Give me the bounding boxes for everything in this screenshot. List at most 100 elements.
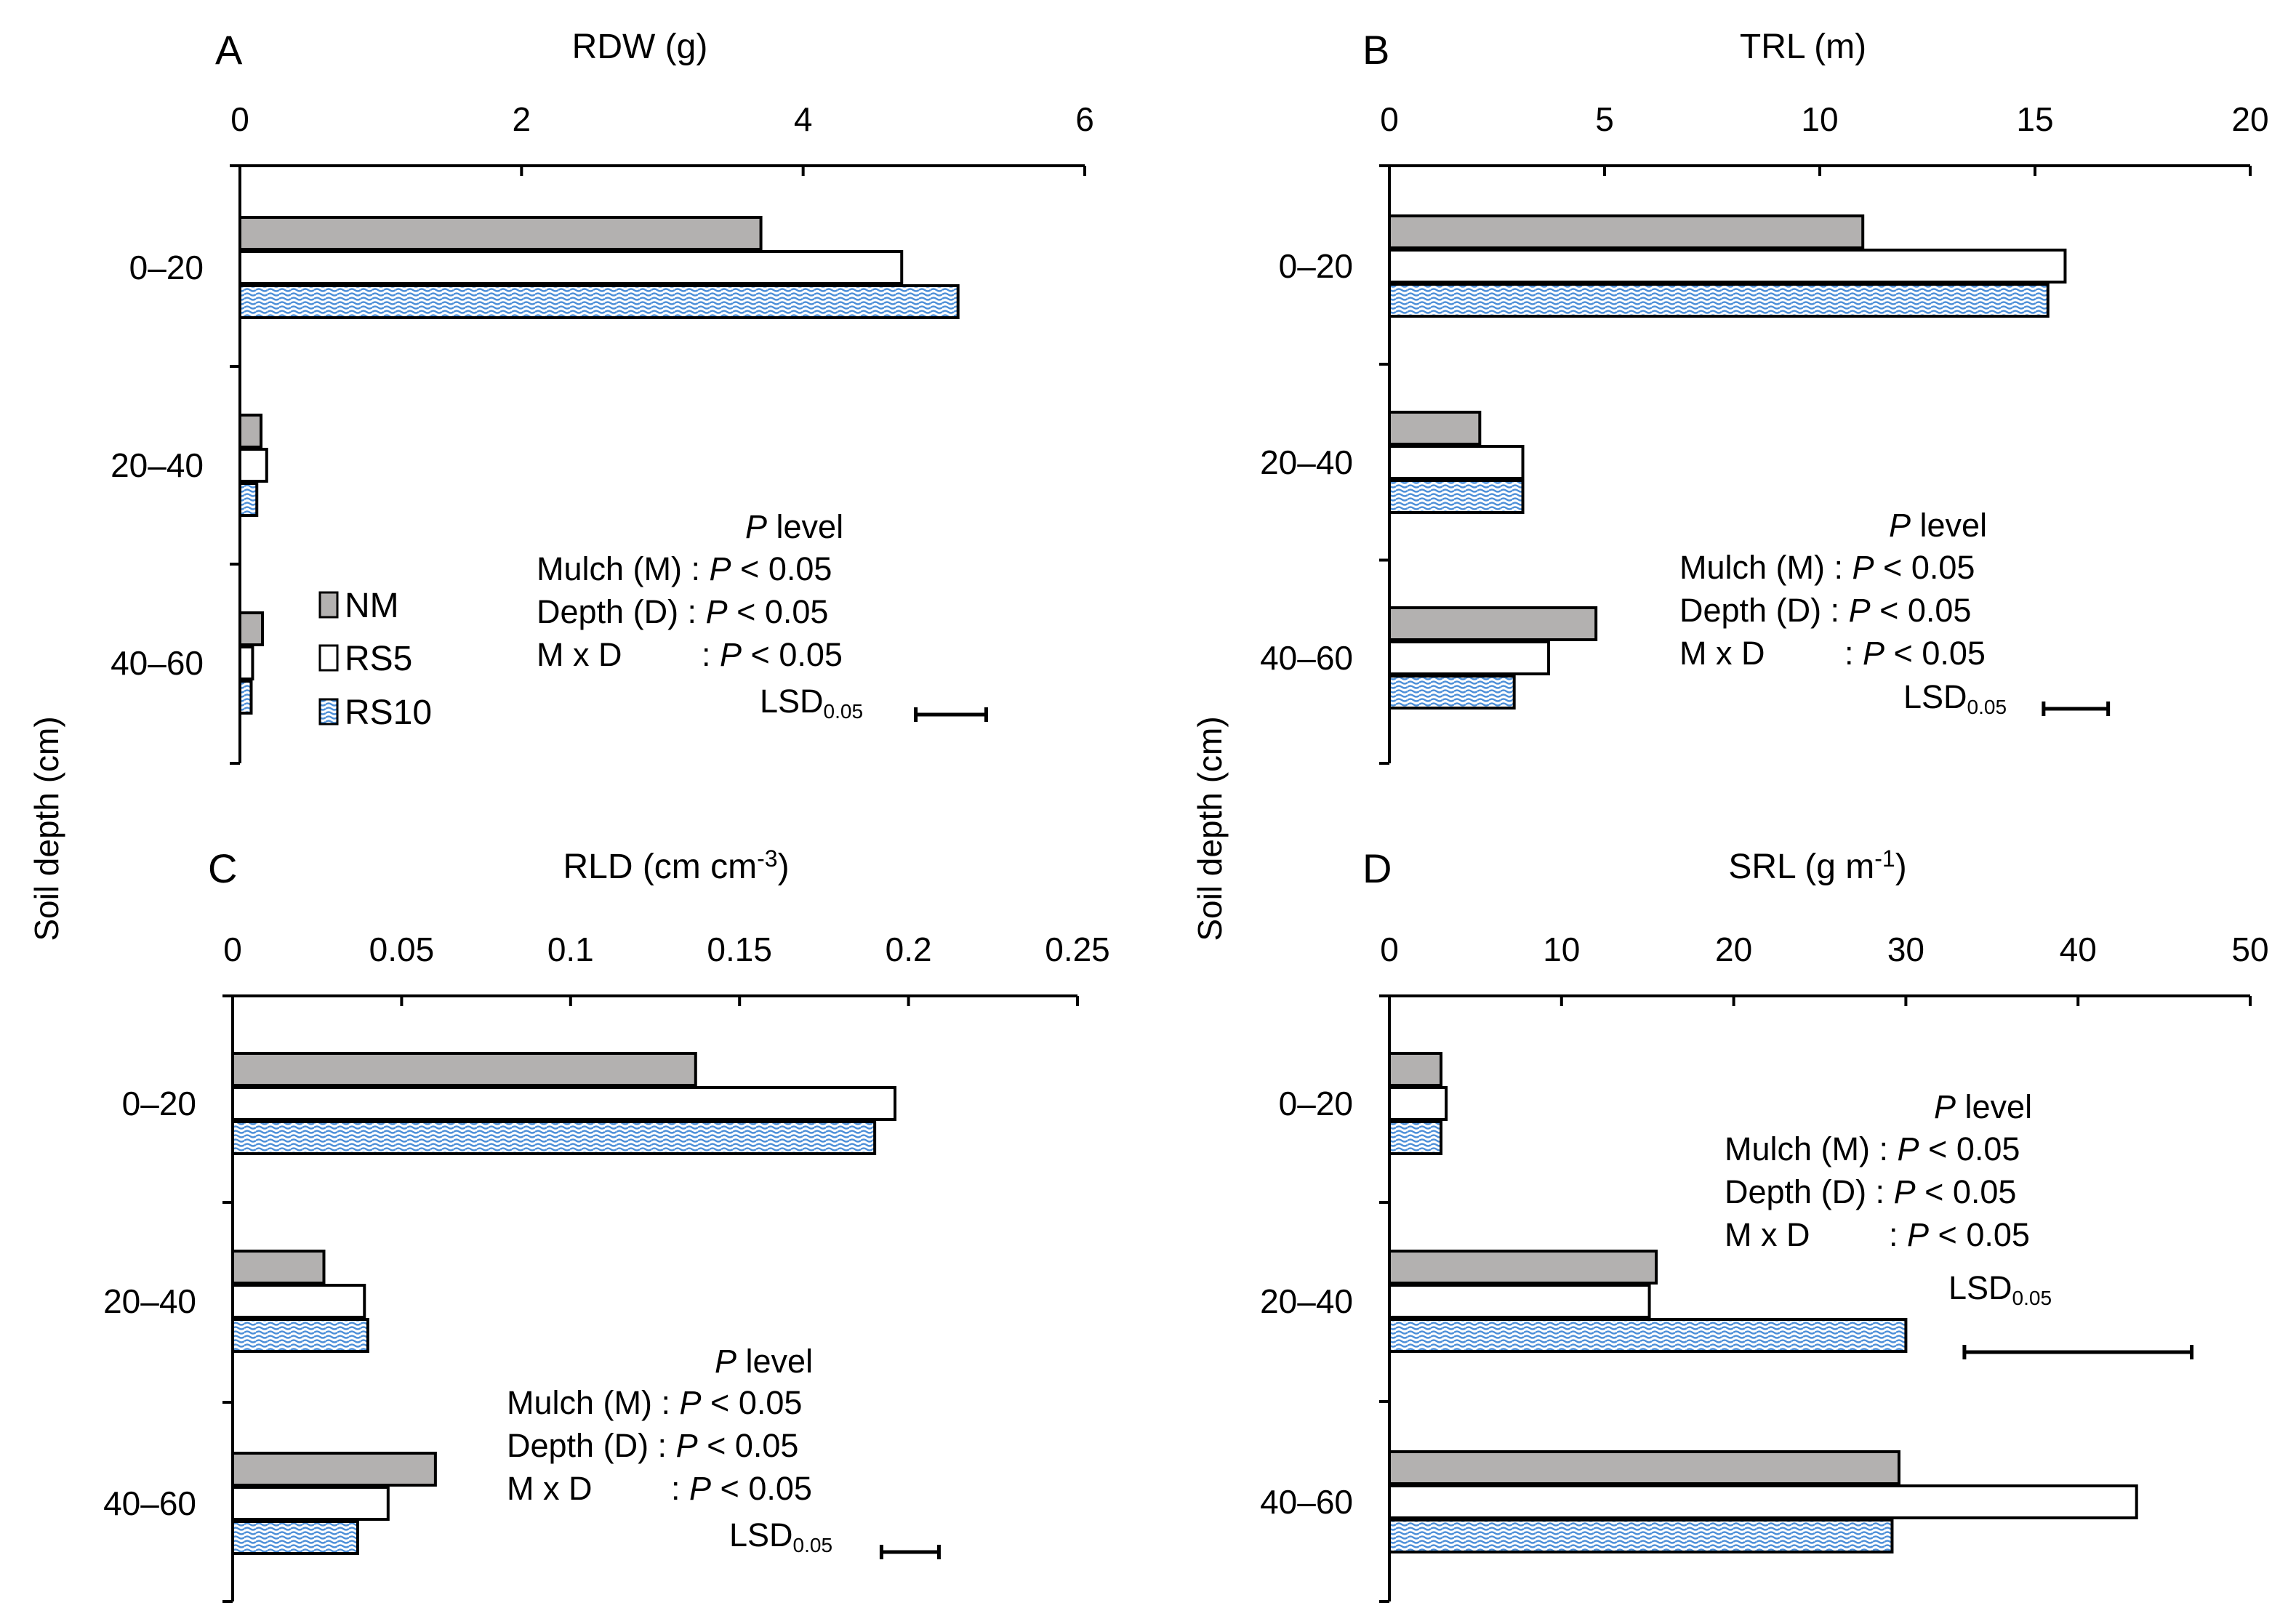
legend-label-nm: NM <box>345 587 399 625</box>
bar-d-rs10-1 <box>1388 1120 1443 1155</box>
stats-b-depth: Depth (D) : P < 0.05 <box>1679 592 1971 629</box>
y-category-label-c-2: 20–40 <box>103 1282 196 1320</box>
bar-a-rs10-1 <box>238 284 960 319</box>
bar-a-rs10-3 <box>238 680 253 715</box>
y-category-label-d-1: 0–20 <box>1279 1085 1353 1122</box>
stats-d-p-level: P level <box>1934 1088 2032 1125</box>
y-category-label-b-3: 40–60 <box>1260 639 1353 677</box>
x-tick-label-b-3: 15 <box>2016 100 2053 138</box>
bar-a-nm-1 <box>238 216 763 251</box>
legend-swatch-rs10 <box>318 698 339 725</box>
stats-block-d: P level Mulch (M) : P < 0.05 Depth (D) :… <box>1725 1088 2052 1309</box>
x-tick-label-a-3: 6 <box>1075 100 1094 138</box>
stats-c-mulch: Mulch (M) : P < 0.05 <box>507 1384 802 1421</box>
bar-c-rs10-2 <box>231 1318 369 1353</box>
bar-c-nm-2 <box>231 1250 326 1285</box>
panel-label-d: D <box>1362 845 1392 891</box>
stats-b-lsd: LSD0.05 <box>1903 678 2007 718</box>
x-tick-label-b-4: 20 <box>2231 100 2268 138</box>
y-category-label-d-2: 20–40 <box>1260 1282 1353 1320</box>
legend-label-rs5: RS5 <box>345 640 412 678</box>
y-axis-label-right: Soil depth (cm) <box>1191 716 1229 941</box>
x-tick-label-d-4: 40 <box>2060 930 2097 968</box>
panel-a: 0 2 4 6 0–20 20–40 40–60 <box>111 100 1094 765</box>
bar-b-rs5-1 <box>1388 249 2067 284</box>
panel-a-title: RDW (g) <box>572 28 708 66</box>
y-category-label-d-3: 40–60 <box>1260 1483 1353 1521</box>
stats-a-mxd: M x D: P < 0.05 <box>537 636 843 673</box>
y-category-label-a-1: 0–20 <box>129 249 204 286</box>
stats-b-mxd: M x D: P < 0.05 <box>1679 635 1986 672</box>
panel-d-title: SRL (g m-1) <box>1728 845 1906 886</box>
x-tick-label-a-0: 0 <box>230 100 249 138</box>
x-tick-label-c-5: 0.25 <box>1045 930 1110 968</box>
lsd-bar-a <box>914 707 988 722</box>
panel-c: 0 0.05 0.1 0.15 0.2 0.25 0–20 20–40 40–60 <box>103 930 1110 1603</box>
stats-a-mulch: Mulch (M) : P < 0.05 <box>537 550 832 587</box>
bar-d-nm-2 <box>1388 1250 1658 1285</box>
bar-c-rs10-3 <box>231 1520 359 1555</box>
panel-label-c: C <box>208 845 237 891</box>
y-category-label-a-3: 40–60 <box>111 644 204 682</box>
bar-a-rs5-2 <box>238 448 268 483</box>
bar-b-rs5-3 <box>1388 640 1551 675</box>
x-tick-label-d-3: 30 <box>1887 930 1924 968</box>
stats-d-mulch: Mulch (M) : P < 0.05 <box>1725 1130 2020 1167</box>
stats-a-depth: Depth (D) : P < 0.05 <box>537 593 828 630</box>
bar-a-nm-2 <box>238 414 263 449</box>
stats-c-p-level: P level <box>715 1343 813 1380</box>
panel-d: 0 10 20 30 40 50 0–20 20–40 40–60 <box>1260 930 2269 1603</box>
legend-label-rs10: RS10 <box>345 694 432 732</box>
bar-b-rs5-2 <box>1388 445 1525 480</box>
bar-c-rs10-1 <box>231 1120 877 1155</box>
x-tick-label-b-2: 10 <box>1801 100 1838 138</box>
stats-d-mxd: M x D: P < 0.05 <box>1725 1216 2030 1253</box>
bar-d-nm-1 <box>1388 1052 1443 1087</box>
panel-label-a: A <box>215 27 243 73</box>
y-category-label-a-2: 20–40 <box>111 446 204 484</box>
bar-d-rs5-2 <box>1388 1284 1651 1319</box>
x-tick-label-c-2: 0.1 <box>547 930 594 968</box>
y-category-label-b-1: 0–20 <box>1279 247 1353 285</box>
legend-swatch-nm <box>318 591 339 619</box>
y-category-label-b-2: 20–40 <box>1260 443 1353 481</box>
x-tick-label-b-1: 5 <box>1595 100 1614 138</box>
stats-d-lsd: LSD0.05 <box>1948 1269 2052 1309</box>
legend-swatch-rs5 <box>318 644 339 672</box>
x-tick-label-c-1: 0.05 <box>369 930 435 968</box>
x-tick-label-c-3: 0.15 <box>707 930 772 968</box>
bar-b-rs10-2 <box>1388 479 1525 514</box>
bar-b-nm-3 <box>1388 606 1598 641</box>
bar-c-rs5-2 <box>231 1284 366 1319</box>
bar-c-nm-1 <box>231 1052 697 1087</box>
y-category-label-c-3: 40–60 <box>103 1484 196 1522</box>
x-tick-label-a-1: 2 <box>513 100 531 138</box>
bar-a-rs5-3 <box>238 646 254 680</box>
bar-b-rs10-3 <box>1388 675 1516 710</box>
stats-block-a: P level Mulch (M) : P < 0.05 Depth (D) :… <box>537 508 863 723</box>
panel-label-b: B <box>1362 27 1389 73</box>
x-tick-label-d-2: 20 <box>1715 930 1752 968</box>
bar-c-rs5-1 <box>231 1086 897 1121</box>
bar-a-rs10-2 <box>238 482 259 517</box>
x-tick-label-d-0: 0 <box>1380 930 1399 968</box>
stats-a-p-level: P level <box>745 508 843 545</box>
stats-c-mxd: M x D: P < 0.05 <box>507 1470 812 1507</box>
bar-c-rs5-3 <box>231 1486 390 1521</box>
bar-d-rs10-3 <box>1388 1519 1894 1553</box>
stats-b-p-level: P level <box>1889 507 1987 544</box>
stats-block-b: P level Mulch (M) : P < 0.05 Depth (D) :… <box>1679 507 2007 718</box>
x-tick-label-a-2: 4 <box>794 100 813 138</box>
y-axis-label-left: Soil depth (cm) <box>28 716 65 941</box>
bar-d-rs5-1 <box>1388 1086 1448 1121</box>
x-tick-label-c-0: 0 <box>223 930 242 968</box>
x-tick-label-d-1: 10 <box>1543 930 1580 968</box>
bar-c-nm-3 <box>231 1452 437 1487</box>
bar-b-nm-2 <box>1388 411 1482 446</box>
x-tick-label-c-4: 0.2 <box>886 930 932 968</box>
bar-d-rs10-2 <box>1388 1318 1908 1353</box>
stats-d-depth: Depth (D) : P < 0.05 <box>1725 1173 2016 1210</box>
bar-b-nm-1 <box>1388 214 1865 249</box>
panel-c-title: RLD (cm cm-3) <box>563 845 789 886</box>
x-tick-label-d-5: 50 <box>2231 930 2268 968</box>
